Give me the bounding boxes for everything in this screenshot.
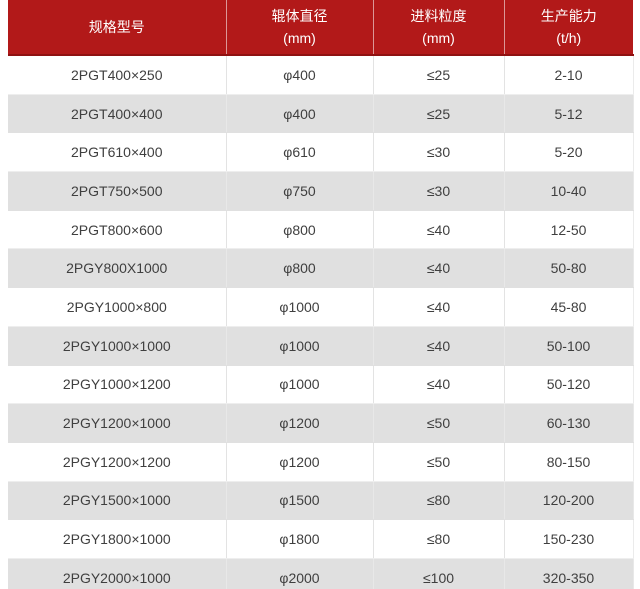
cell-feed-size: ≤25 — [373, 55, 505, 95]
cell-model: 2PGY2000×1000 — [8, 558, 227, 589]
cell-capacity: 45-80 — [504, 287, 634, 327]
cell-diameter: φ800 — [226, 248, 374, 289]
cell-capacity: 10-40 — [504, 171, 634, 211]
specification-table: 规格型号 辊体直径 (mm) 进料粒度 (mm) — [8, 0, 634, 589]
cell-feed-size: ≤30 — [373, 132, 505, 173]
cell-model: 2PGT400×400 — [8, 94, 227, 134]
cell-capacity: 150-230 — [504, 519, 634, 559]
table-row: 2PGY1000×1200 φ1000 ≤40 50-120 — [8, 365, 634, 405]
cell-feed-size: ≤40 — [373, 326, 505, 366]
cell-feed-size: ≤50 — [373, 403, 505, 443]
cell-model: 2PGY1500×1000 — [8, 481, 227, 521]
table-row: 2PGT400×400 φ400 ≤25 5-12 — [8, 94, 634, 134]
cell-capacity: 60-130 — [504, 403, 634, 443]
column-header-roller-diameter-unit: (mm) — [283, 30, 316, 46]
cell-capacity: 5-20 — [504, 132, 634, 173]
cell-diameter: φ1000 — [226, 326, 374, 366]
cell-model: 2PGY1200×1200 — [8, 442, 227, 482]
cell-diameter: φ1800 — [226, 519, 374, 559]
cell-model: 2PGY1000×1000 — [8, 326, 227, 366]
cell-model: 2PGY1800×1000 — [8, 519, 227, 559]
cell-feed-size: ≤100 — [373, 558, 505, 589]
cell-feed-size: ≤40 — [373, 210, 505, 250]
cell-diameter: φ1200 — [226, 442, 374, 482]
cell-diameter: φ400 — [226, 94, 374, 134]
cell-capacity: 120-200 — [504, 481, 634, 521]
cell-diameter: φ1000 — [226, 365, 374, 405]
table-row: 2PGY1200×1000 φ1200 ≤50 60-130 — [8, 403, 634, 443]
column-header-roller-diameter-label: 辊体直径 — [271, 8, 328, 24]
cell-capacity: 5-12 — [504, 94, 634, 134]
cell-capacity: 2-10 — [504, 55, 634, 95]
cell-diameter: φ1200 — [226, 403, 374, 443]
table-row: 2PGT400×250 φ400 ≤25 2-10 — [8, 55, 634, 95]
cell-model: 2PGY800X1000 — [8, 248, 227, 289]
cell-model: 2PGY1200×1000 — [8, 403, 227, 443]
table-header: 规格型号 辊体直径 (mm) 进料粒度 (mm) — [8, 0, 633, 56]
cell-feed-size: ≤25 — [373, 94, 505, 134]
column-header-capacity: 生产能力 (t/h) — [504, 0, 633, 56]
cell-diameter: φ750 — [226, 171, 374, 211]
cell-model: 2PGT800×600 — [8, 210, 227, 250]
header-row: 规格型号 辊体直径 (mm) 进料粒度 (mm) — [8, 0, 633, 56]
cell-diameter: φ2000 — [226, 558, 374, 589]
table-row: 2PGY1800×1000 φ1800 ≤80 150-230 — [8, 519, 634, 559]
cell-feed-size: ≤40 — [373, 248, 505, 289]
cell-model: 2PGY1000×800 — [8, 287, 227, 327]
cell-feed-size: ≤50 — [373, 442, 505, 482]
cell-capacity: 50-80 — [504, 248, 634, 289]
table-row: 2PGY2000×1000 φ2000 ≤100 320-350 — [8, 558, 634, 589]
table-row: 2PGT800×600 φ800 ≤40 12-50 — [8, 210, 634, 250]
cell-capacity: 80-150 — [504, 442, 634, 482]
cell-capacity: 12-50 — [504, 210, 634, 250]
cell-diameter: φ1500 — [226, 481, 374, 521]
cell-capacity: 320-350 — [504, 558, 634, 589]
table-row: 2PGT750×500 φ750 ≤30 10-40 — [8, 171, 634, 211]
table-row: 2PGY800X1000 φ800 ≤40 50-80 — [8, 248, 634, 289]
cell-diameter: φ800 — [226, 210, 374, 250]
cell-feed-size: ≤40 — [373, 365, 505, 405]
cell-feed-size: ≤80 — [373, 481, 505, 521]
table-row: 2PGT610×400 φ610 ≤30 5-20 — [8, 132, 634, 173]
column-header-feed-size: 进料粒度 (mm) — [373, 0, 505, 56]
column-header-capacity-unit: (t/h) — [556, 30, 582, 46]
column-header-feed-size-unit: (mm) — [422, 30, 455, 46]
cell-diameter: φ400 — [226, 55, 374, 95]
cell-model: 2PGY1000×1200 — [8, 365, 227, 405]
cell-model: 2PGT610×400 — [8, 132, 227, 173]
table-row: 2PGY1200×1200 φ1200 ≤50 80-150 — [8, 442, 634, 482]
column-header-roller-diameter: 辊体直径 (mm) — [226, 0, 374, 56]
cell-feed-size: ≤30 — [373, 171, 505, 211]
column-header-model: 规格型号 — [8, 0, 227, 56]
column-header-capacity-label: 生产能力 — [540, 8, 597, 24]
cell-diameter: φ1000 — [226, 287, 374, 327]
cell-feed-size: ≤80 — [373, 519, 505, 559]
cell-capacity: 50-100 — [504, 326, 634, 366]
cell-diameter: φ610 — [226, 132, 374, 173]
table-row: 2PGY1500×1000 φ1500 ≤80 120-200 — [8, 481, 634, 521]
cell-feed-size: ≤40 — [373, 287, 505, 327]
cell-model: 2PGT400×250 — [8, 55, 227, 95]
column-header-feed-size-label: 进料粒度 — [410, 8, 467, 24]
cell-capacity: 50-120 — [504, 365, 634, 405]
table-row: 2PGY1000×800 φ1000 ≤40 45-80 — [8, 287, 634, 327]
column-header-model-label: 规格型号 — [88, 19, 145, 35]
table-row: 2PGY1000×1000 φ1000 ≤40 50-100 — [8, 326, 634, 366]
cell-model: 2PGT750×500 — [8, 171, 227, 211]
table-body: 2PGT400×250 φ400 ≤25 2-10 2PGT400×400 φ400 ≤25… — [8, 55, 634, 589]
